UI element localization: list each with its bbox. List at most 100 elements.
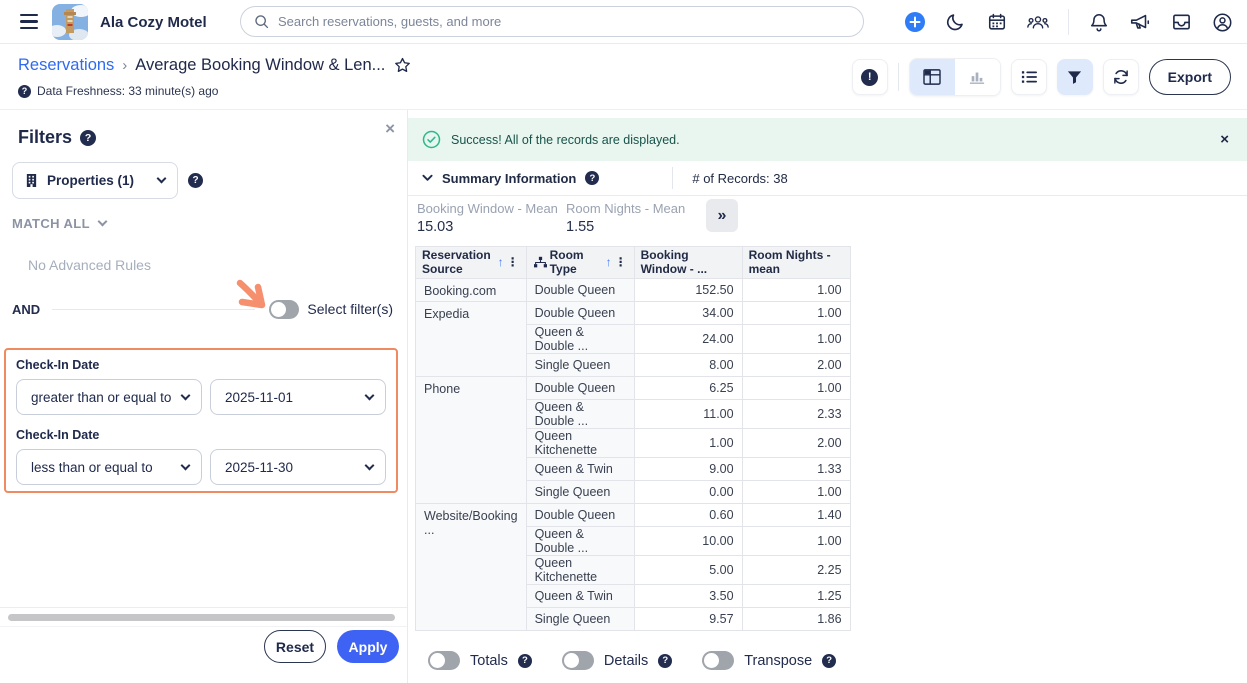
sort-asc-icon[interactable]: ↑ [606, 256, 612, 270]
groups-icon[interactable] [1027, 11, 1049, 33]
table-header-row: Reservation Source ↑ ⋮ Room Type ↑ ⋮ [416, 247, 851, 279]
totals-toggle[interactable] [428, 651, 460, 670]
hamburger-menu-icon[interactable] [20, 14, 38, 29]
refresh-button[interactable] [1103, 59, 1139, 95]
rule-operator-value: greater than or equal to [31, 390, 182, 405]
match-all-dropdown[interactable]: MATCH ALL [12, 216, 106, 231]
properties-dropdown[interactable]: Properties (1) [12, 162, 178, 199]
export-button[interactable]: Export [1149, 59, 1231, 95]
totals-label: Totals [470, 653, 508, 669]
stat-label: Booking Window - Mean [417, 201, 558, 216]
column-label: Reservation Source [422, 249, 496, 276]
column-header-room-type[interactable]: Room Type ↑ ⋮ [526, 247, 634, 279]
cell-booking-window-mean: 3.50 [634, 585, 742, 608]
cell-room-nights-mean: 1.86 [742, 608, 850, 631]
column-header-reservation-source[interactable]: Reservation Source ↑ ⋮ [416, 247, 527, 279]
cell-room-type: Queen & Double ... [526, 325, 634, 354]
breadcrumb: Reservations › Average Booking Window & … [18, 56, 412, 75]
breadcrumb-reservations-link[interactable]: Reservations [18, 56, 114, 75]
rule-value-select[interactable]: 2025-11-01 [210, 379, 386, 415]
match-all-label: MATCH ALL [12, 216, 90, 231]
hotel-logo[interactable] [52, 4, 88, 40]
rule-value: 2025-11-30 [225, 460, 366, 475]
global-search [240, 6, 864, 37]
horizontal-scrollbar[interactable] [8, 614, 395, 621]
column-label: Room Nights - mean [749, 248, 831, 276]
rule-operator-select[interactable]: greater than or equal to [16, 379, 202, 415]
rule-value: 2025-11-01 [225, 390, 366, 405]
chevron-down-icon [157, 174, 167, 184]
calendar-icon[interactable] [986, 11, 1008, 33]
breadcrumb-separator: › [122, 57, 127, 74]
topbar-divider [1068, 9, 1069, 35]
cell-booking-window-mean: 11.00 [634, 400, 742, 429]
notifications-bell-icon[interactable] [1088, 11, 1110, 33]
column-menu-icon[interactable]: ⋮ [506, 256, 520, 270]
details-help-icon[interactable]: ? [658, 654, 672, 668]
account-icon[interactable] [1211, 11, 1233, 33]
cell-room-type: Queen & Twin [526, 458, 634, 481]
rule-value-select[interactable]: 2025-11-30 [210, 449, 386, 485]
filters-title: Filters [18, 127, 72, 148]
properties-help-icon[interactable]: ? [188, 173, 203, 188]
apply-button[interactable]: Apply [337, 630, 399, 663]
totals-toggle-group: Totals ? [428, 651, 532, 670]
filters-button[interactable] [1057, 59, 1093, 95]
favorite-star-icon[interactable] [393, 56, 412, 75]
column-header-room-nights[interactable]: Room Nights - mean [742, 247, 850, 279]
transpose-toggle[interactable] [702, 651, 734, 670]
cell-room-type: Queen Kitchenette [526, 429, 634, 458]
chart-view-button[interactable] [955, 59, 1000, 95]
field-list-button[interactable] [1011, 59, 1047, 95]
expand-stats-button[interactable]: » [706, 199, 738, 232]
table-view-button[interactable] [910, 59, 955, 95]
announcements-megaphone-icon[interactable] [1129, 11, 1151, 33]
content: × Filters ? Properties (1) ? MATCH ALL N… [0, 110, 1247, 683]
topbar-actions [904, 0, 1233, 44]
sort-asc-icon[interactable]: ↑ [498, 256, 504, 270]
table-icon [923, 69, 941, 85]
properties-dropdown-value: Properties (1) [47, 173, 149, 188]
cell-reservation-source: Website/Booking ... [416, 504, 527, 631]
search-input[interactable] [278, 14, 851, 29]
inbox-tray-icon[interactable] [1170, 11, 1192, 33]
cell-room-type: Queen & Twin [526, 585, 634, 608]
page: Ala Cozy Motel [0, 0, 1247, 683]
table-row: Website/Booking ...Double Queen0.601.40 [416, 504, 851, 527]
column-header-booking-window[interactable]: Booking Window - ... [634, 247, 742, 279]
summary-help-icon[interactable]: ? [585, 171, 599, 185]
collapse-chevron-icon[interactable] [422, 174, 433, 182]
rule-operator-select[interactable]: less than or equal to [16, 449, 202, 485]
transpose-help-icon[interactable]: ? [822, 654, 836, 668]
reset-button[interactable]: Reset [264, 630, 326, 663]
panel-scroll-strip [0, 607, 407, 627]
cell-room-type: Double Queen [526, 504, 634, 527]
cell-reservation-source: Phone [416, 377, 527, 504]
cell-booking-window-mean: 8.00 [634, 354, 742, 377]
rule-field-label: Check-In Date [16, 428, 386, 442]
summary-title: Summary Information [442, 171, 576, 186]
rule-operator-value: less than or equal to [31, 460, 182, 475]
toolbar-divider [898, 63, 899, 91]
table-row: ExpediaDouble Queen34.001.00 [416, 302, 851, 325]
filters-help-icon[interactable]: ? [80, 130, 96, 146]
cell-booking-window-mean: 0.00 [634, 481, 742, 504]
chevron-down-icon [98, 217, 108, 227]
add-new-button[interactable] [904, 11, 926, 33]
column-menu-icon[interactable]: ⋮ [614, 256, 628, 270]
report-info-button[interactable]: ! [852, 59, 888, 95]
banner-close-icon[interactable]: × [1216, 131, 1233, 148]
column-label: Room Type [550, 249, 604, 276]
dark-mode-icon[interactable] [945, 11, 967, 33]
help-icon[interactable]: ? [18, 85, 31, 98]
cell-room-nights-mean: 2.00 [742, 354, 850, 377]
records-count: # of Records: 38 [692, 171, 787, 186]
cell-room-type: Queen & Double ... [526, 527, 634, 556]
data-freshness-text: Data Freshness: 33 minute(s) ago [37, 84, 218, 98]
totals-help-icon[interactable]: ? [518, 654, 532, 668]
details-toggle[interactable] [562, 651, 594, 670]
filters-title-row: Filters ? [18, 127, 96, 148]
cell-room-type: Single Queen [526, 481, 634, 504]
filters-close-icon[interactable]: × [385, 119, 395, 139]
and-label: AND [12, 302, 40, 317]
